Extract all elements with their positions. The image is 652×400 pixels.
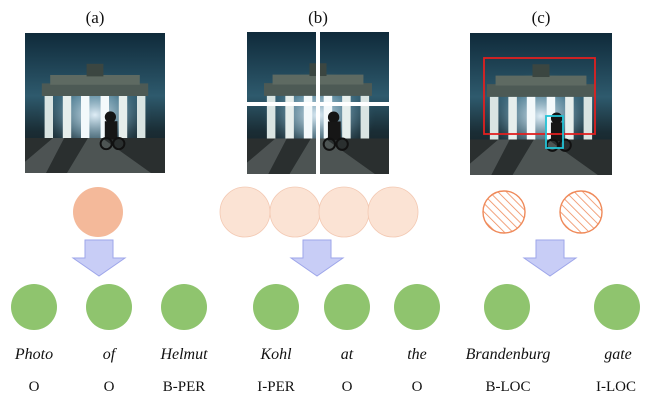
token-tag-4: I-PER — [257, 379, 295, 395]
token-node-7 — [484, 284, 530, 330]
token-tag-5: O — [342, 379, 353, 395]
region-feature-node-1 — [219, 186, 271, 238]
token-tag-1: O — [29, 379, 40, 395]
token-word-7: Brandenburg — [466, 346, 551, 363]
token-word-8: gate — [604, 346, 632, 363]
token-word-5: at — [341, 346, 354, 363]
token-word-1: Photo — [14, 346, 53, 363]
token-word-6: the — [407, 346, 427, 363]
token-node-1 — [11, 284, 57, 330]
panel-label-a: (a) — [86, 8, 105, 27]
token-tag-8: I-LOC — [596, 379, 636, 395]
token-word-4: Kohl — [259, 346, 292, 363]
panel-label-b: (b) — [308, 8, 328, 27]
token-tag-3: B-PER — [163, 379, 206, 395]
token-tag-7: B-LOC — [486, 379, 531, 395]
token-word-2: of — [103, 346, 118, 363]
token-tag-2: O — [104, 379, 115, 395]
region-feature-node-3 — [318, 186, 370, 238]
token-node-3 — [161, 284, 207, 330]
object-feature-node-2 — [559, 190, 603, 234]
token-node-5 — [324, 284, 370, 330]
global-feature-node — [73, 187, 123, 237]
photo-b-grid — [246, 32, 390, 174]
detection-box-gate — [483, 57, 596, 135]
panel-label-c: (c) — [532, 8, 551, 27]
object-feature-node-1 — [482, 190, 526, 234]
token-node-4 — [253, 284, 299, 330]
detection-box-person — [545, 115, 564, 149]
token-node-8 — [594, 284, 640, 330]
down-arrow-b — [289, 239, 345, 277]
photo-a — [25, 32, 165, 174]
down-arrow-c — [522, 239, 578, 277]
region-feature-node-2 — [269, 186, 321, 238]
token-word-3: Helmut — [159, 346, 208, 363]
down-arrow-a — [71, 239, 127, 277]
token-node-6 — [394, 284, 440, 330]
token-node-2 — [86, 284, 132, 330]
token-tag-6: O — [412, 379, 423, 395]
photo-c-detections — [468, 33, 614, 175]
region-feature-node-4 — [367, 186, 419, 238]
